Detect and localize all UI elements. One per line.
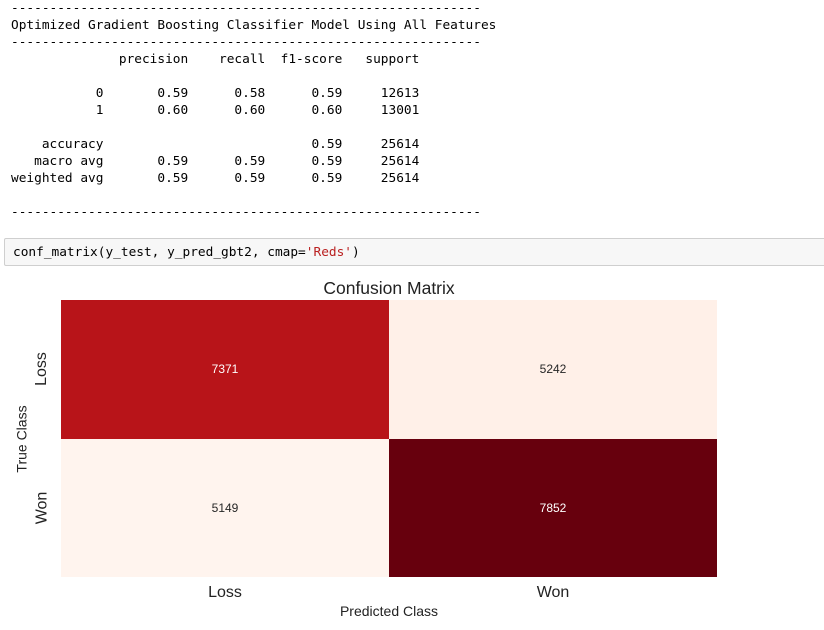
classification-report-output: ----------------------------------------… (11, 1, 497, 220)
heatmap-cell-loss-loss: 7371 (61, 300, 389, 439)
code-line[interactable]: conf_matrix(y_test, y_pred_gbt2, cmap='R… (13, 245, 360, 261)
chart-title: Confusion Matrix (323, 278, 455, 298)
heatmap-cell-won-won: 7852 (389, 438, 717, 577)
heatmap-cell-value: 7852 (539, 500, 567, 515)
y-axis-label: True Class (14, 405, 31, 473)
code-cell[interactable]: conf_matrix(y_test, y_pred_gbt2, cmap='R… (4, 238, 824, 266)
confusion-matrix-heatmap: 7371 5242 5149 7852 (61, 300, 717, 577)
heatmap-cell-value: 5242 (539, 362, 567, 377)
heatmap-cell-value: 5149 (211, 500, 239, 515)
code-string-literal: 'Reds' (305, 245, 353, 260)
heatmap-cell-loss-won: 5242 (389, 300, 717, 439)
heatmap-cell-won-loss: 5149 (61, 438, 389, 577)
x-tick-loss: Loss (208, 584, 242, 601)
y-tick-won: Won (32, 491, 50, 525)
code-text: conf_matrix(y_test, y_pred_gbt2, cmap= (13, 245, 306, 260)
x-axis-label: Predicted Class (339, 603, 439, 619)
y-tick-loss: Loss (32, 352, 50, 387)
code-closing-paren: ) (352, 245, 360, 260)
x-tick-won: Won (536, 584, 570, 601)
heatmap-cell-value: 7371 (211, 362, 239, 377)
